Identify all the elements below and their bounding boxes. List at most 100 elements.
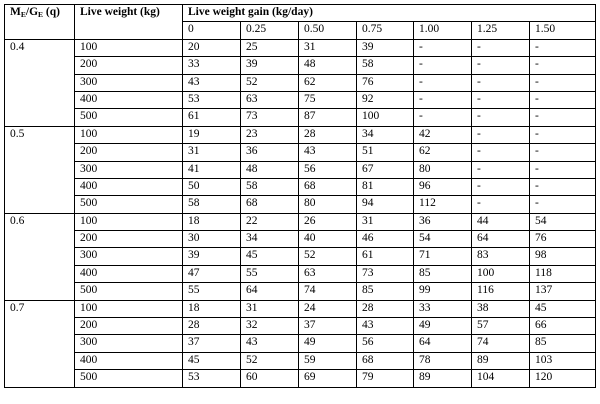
value-cell: 64 xyxy=(471,230,530,249)
value-cell: 99 xyxy=(413,282,472,301)
value-cell: 43 xyxy=(182,73,241,92)
q-ratio-cell xyxy=(4,282,75,301)
value-cell: - xyxy=(529,143,596,162)
value-cell: 103 xyxy=(529,351,596,371)
value-cell: 33 xyxy=(182,56,241,75)
value-cell: 18 xyxy=(182,299,241,319)
value-cell: 44 xyxy=(471,212,530,232)
q-ratio-cell xyxy=(4,247,75,266)
value-cell: 80 xyxy=(298,195,357,214)
value-cell: - xyxy=(471,160,530,179)
table-row: 400 53 63 75 92- - - xyxy=(4,90,596,110)
live-weight-cell: 200 xyxy=(74,143,183,162)
value-cell: 58 xyxy=(356,56,414,75)
value-cell: 42 xyxy=(413,125,472,145)
value-cell: 56 xyxy=(356,334,414,353)
value-cell: 52 xyxy=(240,351,299,371)
value-cell: - xyxy=(471,177,530,197)
value-cell: 46 xyxy=(356,230,414,249)
q-ratio-cell: 0.5 xyxy=(4,125,75,144)
value-cell: 58 xyxy=(240,177,299,197)
table-row: 500 61 73 87 100- - - xyxy=(4,108,596,127)
value-cell: 39 xyxy=(356,38,414,58)
q-ratio-cell xyxy=(4,74,75,92)
value-cell: 73 xyxy=(240,108,299,127)
value-cell: 34 xyxy=(356,125,414,145)
q-ratio-cell xyxy=(4,352,75,370)
table-row: 500 53 60 69 79 89 104 120 xyxy=(4,369,596,388)
value-cell: 67 xyxy=(356,160,414,179)
value-cell: 45 xyxy=(240,247,299,266)
live-weight-cell: 500 xyxy=(74,195,183,214)
value-cell: 63 xyxy=(298,264,357,284)
value-cell: 80 xyxy=(413,160,472,179)
value-cell: 31 xyxy=(356,212,414,232)
live-weight-cell: 300 xyxy=(74,247,183,266)
table-head: ME/GE (q) Live weight (kg) Live weight g… xyxy=(4,3,596,40)
value-cell: 54 xyxy=(413,230,472,249)
q-ratio-cell xyxy=(4,265,75,283)
value-cell: 85 xyxy=(529,334,596,353)
value-cell: 28 xyxy=(298,125,357,145)
value-cell: - xyxy=(471,143,530,162)
value-cell: 71 xyxy=(413,247,472,266)
value-cell: - xyxy=(529,56,596,75)
table-row: 300 41 48 56 67 80- - xyxy=(4,160,596,179)
value-cell: - xyxy=(471,38,530,58)
value-cell: 100 xyxy=(356,108,414,127)
table-row: 400 50 58 68 81 96- - xyxy=(4,177,596,197)
value-cell: 58 xyxy=(182,195,241,214)
value-cell: 37 xyxy=(182,334,241,353)
value-cell: 45 xyxy=(182,351,241,371)
value-cell: 36 xyxy=(240,143,299,162)
value-cell: 137 xyxy=(529,282,596,301)
q-ratio-cell xyxy=(4,143,75,162)
value-cell: - xyxy=(413,73,472,92)
gain-level-header: 1.50 xyxy=(529,21,596,40)
q-ratio-cell xyxy=(4,195,75,214)
value-cell: 68 xyxy=(240,195,299,214)
live-weight-cell: 500 xyxy=(74,108,183,127)
empty-cell xyxy=(74,21,183,40)
value-cell: 28 xyxy=(182,317,241,336)
value-cell: - xyxy=(471,195,530,214)
gain-level-header: 0.50 xyxy=(298,21,357,40)
value-cell: 96 xyxy=(413,177,472,197)
live-weight-cell: 300 xyxy=(74,334,183,353)
q-ratio-cell xyxy=(4,91,75,109)
value-cell: 62 xyxy=(298,73,357,92)
value-cell: 56 xyxy=(298,160,357,179)
value-cell: 49 xyxy=(413,317,472,336)
value-cell: 48 xyxy=(240,160,299,179)
table-row: 300 43 52 62 76- - - xyxy=(4,73,596,92)
value-cell: 85 xyxy=(356,282,414,301)
value-cell: 52 xyxy=(298,247,357,266)
value-cell: - xyxy=(471,108,530,127)
value-cell: - xyxy=(529,125,596,145)
value-cell: 57 xyxy=(471,317,530,336)
value-cell: 89 xyxy=(413,369,472,388)
value-cell: - xyxy=(529,38,596,58)
value-cell: 52 xyxy=(240,73,299,92)
table-row: 0.6 100 18 22 26 31 36 44 54 xyxy=(4,212,596,232)
table-row: 0.4 100 20 25 31 39- - - xyxy=(4,38,596,58)
value-cell: 33 xyxy=(413,299,472,319)
live-weight-cell: 400 xyxy=(74,264,183,284)
value-cell: 19 xyxy=(182,125,241,145)
value-cell: 20 xyxy=(182,38,241,58)
value-cell: 76 xyxy=(529,230,596,249)
value-cell: 112 xyxy=(413,195,472,214)
value-cell: 47 xyxy=(182,264,241,284)
value-cell: 120 xyxy=(529,369,596,388)
live-weight-cell: 400 xyxy=(74,177,183,197)
value-cell: 104 xyxy=(471,369,530,388)
value-cell: 25 xyxy=(240,38,299,58)
value-cell: 83 xyxy=(471,247,530,266)
value-cell: 59 xyxy=(298,351,357,371)
live-weight-header: Live weight (kg) xyxy=(74,3,183,22)
gain-level-header: 1.25 xyxy=(471,21,530,40)
value-cell: 30 xyxy=(182,230,241,249)
table-row: 400 45 52 59 68 78 89 103 xyxy=(4,351,596,371)
value-cell: - xyxy=(471,125,530,145)
value-cell: - xyxy=(529,177,596,197)
